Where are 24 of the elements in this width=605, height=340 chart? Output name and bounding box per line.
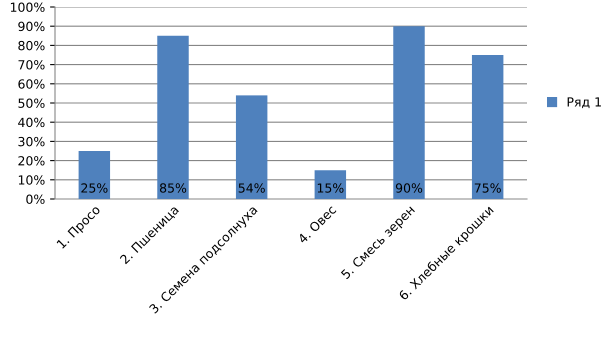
legend-label: Ряд 1 [568,97,601,108]
data-label: 90% [396,183,422,193]
y-tick-label: 100% [10,2,45,12]
data-label: 85% [160,183,186,193]
y-tick-label: 90% [18,22,45,32]
data-label: 75% [474,183,501,193]
y-tick-label: 60% [18,79,45,89]
y-tick-label: 20% [18,156,45,166]
y-tick-label: 80% [18,40,45,50]
y-tick-label: 30% [18,136,45,146]
y-tick-label: 40% [18,118,45,128]
bar [157,36,189,199]
y-tick-label: 10% [18,175,45,185]
bar [314,170,346,199]
bar [78,151,110,199]
data-label: 54% [238,183,265,193]
data-label: 15% [318,183,344,193]
y-tick-label: 50% [18,98,45,108]
bar [393,26,425,199]
bar [472,55,504,199]
y-tick-label: 70% [18,60,45,70]
bar [236,95,268,199]
data-label: 25% [81,183,108,193]
y-tick-label: 0% [26,194,45,204]
